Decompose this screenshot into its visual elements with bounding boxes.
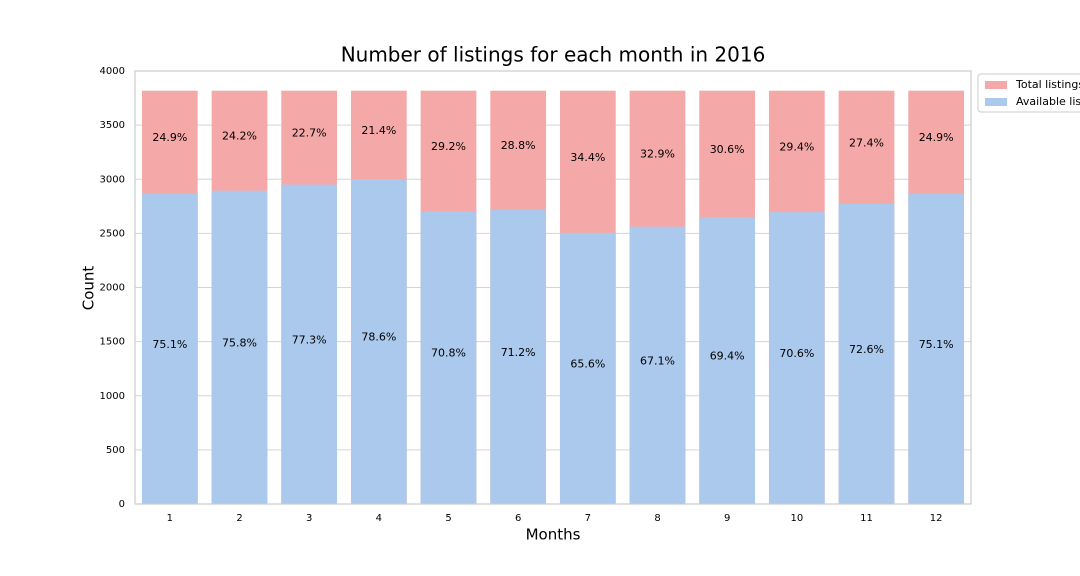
x-tick-label: 7 [585, 513, 591, 524]
x-tick-label: 6 [515, 513, 521, 524]
data-label: 70.8% [431, 347, 466, 360]
data-label: 75.8% [222, 336, 257, 349]
x-tick-label: 4 [376, 513, 382, 524]
x-axis-label: Months [526, 526, 581, 544]
data-label: 77.3% [292, 333, 327, 346]
data-label: 75.1% [152, 338, 187, 351]
data-label: 29.4% [779, 140, 814, 153]
y-tick-label: 3500 [100, 120, 125, 131]
data-label: 65.6% [570, 357, 605, 370]
x-tick-label: 10 [790, 513, 803, 524]
bar [768, 212, 825, 504]
data-label: 27.4% [849, 136, 884, 149]
plot-frame [134, 70, 972, 505]
bar [699, 217, 756, 504]
data-label: 24.2% [222, 130, 257, 143]
y-axis-label: Count [80, 266, 98, 311]
data-label: 21.4% [361, 124, 396, 137]
legend-swatch [985, 98, 1007, 106]
bar [211, 190, 268, 505]
data-label: 78.6% [361, 331, 396, 344]
data-label: 24.9% [152, 131, 187, 144]
y-tick-label: 2000 [100, 283, 125, 294]
bar [350, 179, 407, 504]
legend-swatch [985, 81, 1007, 89]
data-label: 71.2% [501, 346, 536, 359]
bar [281, 184, 338, 504]
bar [838, 203, 895, 504]
x-tick-label: 12 [930, 513, 943, 524]
chart-title: Number of listings for each month in 201… [341, 43, 766, 67]
bar [559, 232, 616, 505]
bar [490, 209, 547, 505]
data-label: 34.4% [570, 151, 605, 164]
legend-label: Available listings [1016, 95, 1080, 108]
y-tick-label: 2500 [100, 228, 125, 239]
data-label: 75.1% [919, 338, 954, 351]
data-label: 67.1% [640, 354, 675, 367]
bar [420, 211, 477, 504]
legend-label: Total listings [1015, 78, 1080, 91]
data-label: 72.6% [849, 343, 884, 356]
x-tick-label: 1 [167, 513, 173, 524]
data-label: 69.4% [710, 350, 745, 363]
x-tick-label: 9 [724, 513, 730, 524]
y-tick-label: 0 [119, 499, 125, 510]
y-tick-label: 500 [106, 445, 125, 456]
x-tick-label: 2 [236, 513, 242, 524]
x-tick-label: 8 [654, 513, 660, 524]
bar [141, 193, 198, 504]
data-label: 28.8% [501, 139, 536, 152]
data-label: 24.9% [919, 131, 954, 144]
data-label: 32.9% [640, 148, 675, 161]
bar [629, 226, 686, 504]
data-label: 70.6% [779, 347, 814, 360]
y-tick-label: 4000 [100, 66, 125, 77]
x-tick-label: 3 [306, 513, 312, 524]
data-label: 22.7% [292, 127, 327, 140]
data-label: 29.2% [431, 140, 466, 153]
y-tick-label: 1500 [100, 337, 125, 348]
data-label: 30.6% [710, 143, 745, 156]
x-tick-label: 5 [445, 513, 451, 524]
y-tick-label: 3000 [100, 174, 125, 185]
x-tick-label: 11 [860, 513, 873, 524]
y-tick-label: 1000 [100, 391, 125, 402]
bar [908, 193, 965, 504]
